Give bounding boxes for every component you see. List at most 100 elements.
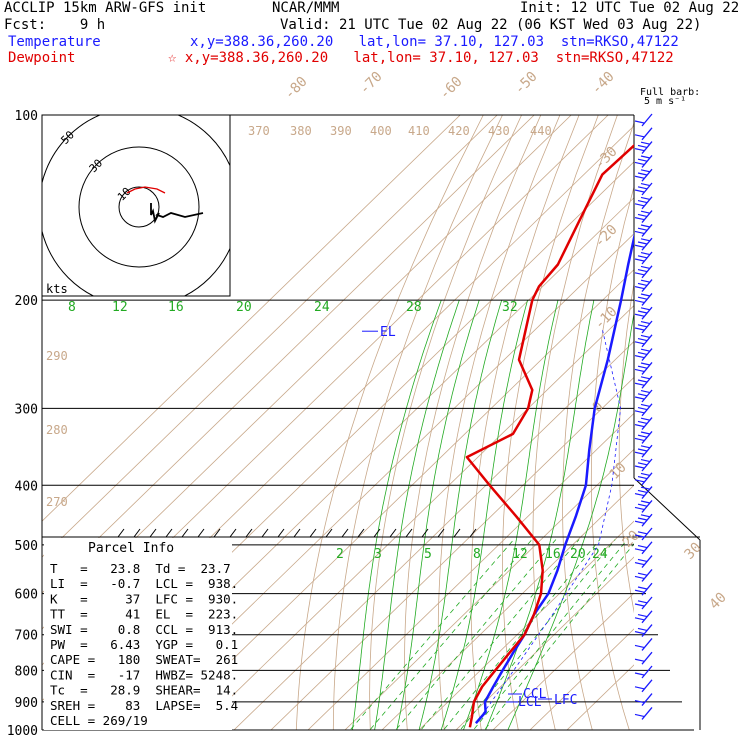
parcel-info-row: PW = 6.43 YGP = 0.1 bbox=[50, 637, 238, 652]
parcel-info-title: Parcel Info bbox=[88, 541, 174, 556]
wind-barb bbox=[634, 251, 653, 265]
level-tick bbox=[245, 528, 253, 538]
wind-barb-staff bbox=[641, 430, 653, 444]
isotherm-line bbox=[42, 115, 461, 522]
wind-barb-staff bbox=[641, 389, 653, 403]
wind-barb bbox=[634, 113, 653, 127]
mixing-ratio-line bbox=[472, 539, 628, 730]
wind-barb bbox=[634, 444, 653, 458]
wind-barb-flag bbox=[640, 265, 651, 269]
isotherm-line bbox=[492, 592, 634, 730]
wind-barb-flag bbox=[634, 134, 645, 138]
wind-barb-flag bbox=[640, 376, 651, 380]
wind-barb-flag bbox=[637, 503, 648, 507]
moist-adiabat-line bbox=[374, 299, 460, 730]
wind-barb-flag bbox=[637, 586, 648, 590]
wind-barb-flag bbox=[640, 279, 651, 283]
mixing-ratio-label: 20 bbox=[236, 300, 252, 315]
mixing-ratio-line bbox=[459, 539, 616, 730]
lfc-label: LFC bbox=[554, 693, 577, 708]
wind-barb-flag bbox=[634, 520, 645, 524]
wind-barb-staff bbox=[641, 168, 653, 182]
isotherm-label: -20 bbox=[592, 222, 621, 251]
wind-barb-flag bbox=[637, 379, 648, 383]
wind-barb-flag bbox=[634, 575, 645, 579]
wind-barb bbox=[634, 499, 653, 513]
wind-barb-staff bbox=[641, 679, 653, 693]
wind-barb bbox=[634, 375, 653, 389]
parcel-info-row: CIN = -17 HWBZ= 5248. bbox=[50, 667, 238, 682]
theta-label: 370 bbox=[248, 124, 270, 138]
isotherm-label: 0 bbox=[590, 399, 607, 416]
wind-barb-flag bbox=[637, 407, 648, 411]
wind-barb-staff bbox=[641, 637, 653, 651]
theta-label: 430 bbox=[488, 124, 510, 138]
wind-barb-flag bbox=[637, 600, 648, 604]
wind-barb-flag bbox=[634, 644, 645, 648]
temperature-profile bbox=[474, 232, 634, 725]
moist-adiabat-line bbox=[507, 311, 634, 730]
wind-barb-flag bbox=[634, 493, 645, 497]
level-tick bbox=[181, 528, 189, 538]
wind-barb-flag bbox=[634, 506, 645, 510]
mixing-ratio-label: 8 bbox=[473, 547, 481, 562]
wind-barb-flag bbox=[637, 213, 648, 217]
wind-barb-flag bbox=[640, 472, 651, 476]
level-tick bbox=[437, 528, 445, 538]
wind-barb-flag bbox=[640, 210, 651, 214]
wind-barb-flag bbox=[634, 382, 645, 386]
el-label: EL bbox=[380, 325, 396, 340]
wind-barb-staff bbox=[641, 472, 653, 486]
isotherm-line bbox=[196, 304, 634, 730]
wind-barb-flag bbox=[640, 417, 651, 421]
wind-barb-flag bbox=[637, 545, 648, 549]
wind-barb-flag bbox=[640, 403, 651, 407]
wind-barb-flag bbox=[640, 196, 651, 200]
barb-legend-units: 5 m s⁻¹ bbox=[644, 96, 686, 107]
dry-adiabat-line bbox=[618, 281, 634, 614]
wind-barb-flag bbox=[634, 396, 645, 400]
wind-barb bbox=[634, 265, 653, 279]
level-tick bbox=[197, 528, 205, 538]
wind-barb-staff bbox=[641, 251, 653, 265]
level-tick bbox=[357, 528, 365, 538]
isotherm-line bbox=[307, 412, 634, 730]
wind-barb bbox=[634, 223, 653, 237]
wind-barb-flag bbox=[640, 307, 651, 311]
pressure-tick-label: 800 bbox=[15, 664, 38, 679]
wind-barb bbox=[634, 458, 653, 472]
wind-barb-flag bbox=[634, 617, 645, 621]
wind-barb-flag bbox=[634, 672, 645, 676]
pressure-tick-label: 400 bbox=[15, 479, 38, 494]
theta-label: 290 bbox=[46, 349, 68, 363]
wind-barb-staff bbox=[641, 348, 653, 362]
mixing-ratio-line bbox=[483, 543, 634, 730]
wind-barb-flag bbox=[634, 713, 645, 717]
wind-barb-flag bbox=[637, 324, 648, 328]
dry-adiabat-line bbox=[369, 115, 522, 730]
lcl-label: LCL bbox=[518, 695, 542, 710]
wind-barb bbox=[634, 624, 653, 638]
wind-barb-staff bbox=[641, 417, 653, 431]
wind-barb bbox=[634, 154, 653, 168]
dry-adiabat-line bbox=[562, 121, 634, 730]
mixing-ratio-label: 8 bbox=[68, 300, 76, 315]
level-tick bbox=[165, 528, 173, 538]
level-tick bbox=[117, 528, 125, 538]
wind-barb-flag bbox=[637, 572, 648, 576]
wind-barb-flag bbox=[637, 476, 648, 480]
wind-barb-staff bbox=[641, 141, 653, 155]
wind-barb-flag bbox=[637, 365, 648, 369]
pressure-tick-label: 700 bbox=[15, 629, 38, 644]
wind-barb-flag bbox=[637, 517, 648, 521]
parcel-info-row: SREH = 83 LAPSE= 5.4 bbox=[50, 698, 238, 713]
wind-barb-staff bbox=[641, 361, 653, 375]
mixing-ratio-line bbox=[369, 539, 533, 730]
wind-barb bbox=[634, 513, 653, 527]
wind-barb-staff bbox=[641, 624, 653, 638]
wind-barb bbox=[634, 472, 653, 486]
mixing-ratio-line bbox=[349, 539, 515, 730]
wind-barb-staff bbox=[641, 665, 653, 679]
dewpoint-label: Dewpoint bbox=[8, 50, 76, 66]
